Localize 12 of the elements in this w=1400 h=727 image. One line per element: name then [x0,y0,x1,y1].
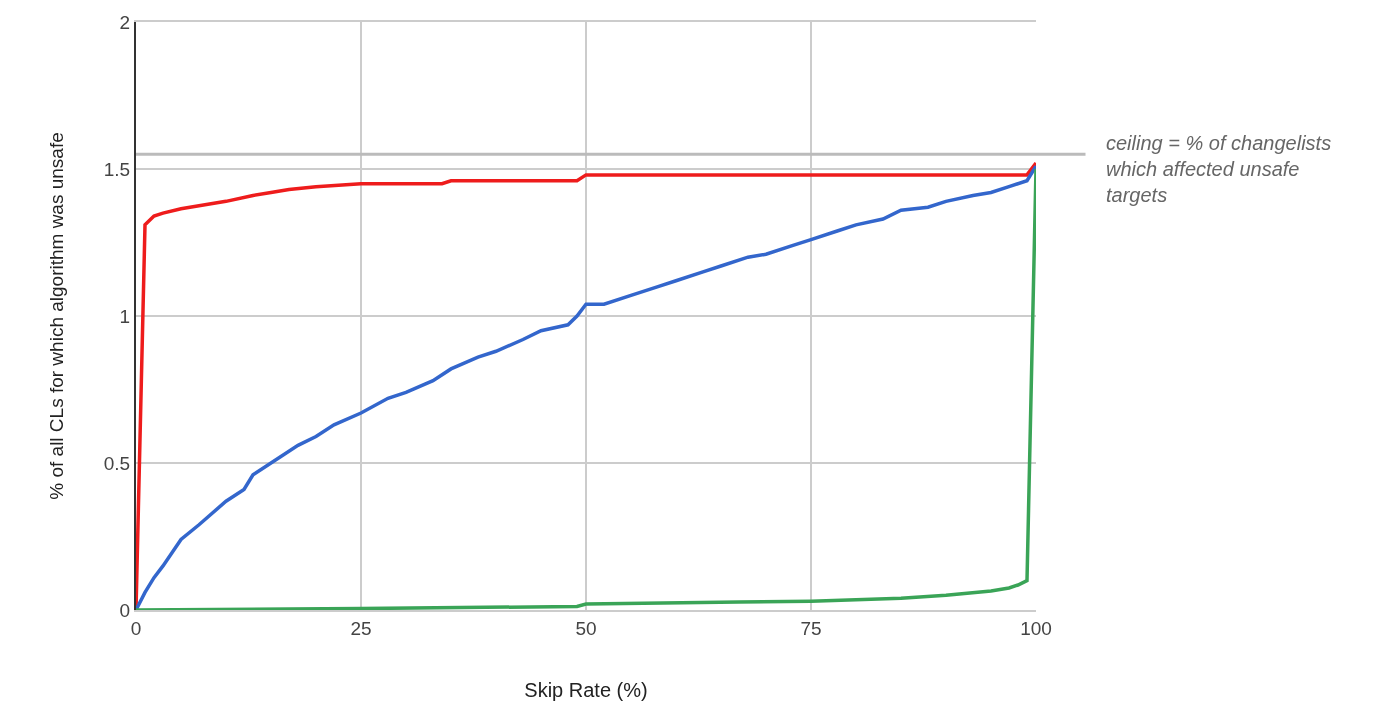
x-tick-label: 100 [1020,617,1052,639]
y-tick-label: 0.5 [103,452,131,474]
x-tick-label: 50 [575,617,597,639]
x-axis-title: Skip Rate (%) [524,678,648,701]
y-tick-label: 2 [119,11,131,33]
y-tick-label: 0 [119,599,131,621]
y-axis-title: % of all CLs for which algorithm was unsafe [46,132,68,500]
x-tick-label: 25 [350,617,372,639]
x-tick-label: 75 [800,617,822,639]
y-tick-label: 1.5 [103,158,131,180]
ref-line-label: ceiling = % of changelists which affected unsafe targets [1106,132,1332,206]
y-tick-label: 1 [119,305,131,327]
